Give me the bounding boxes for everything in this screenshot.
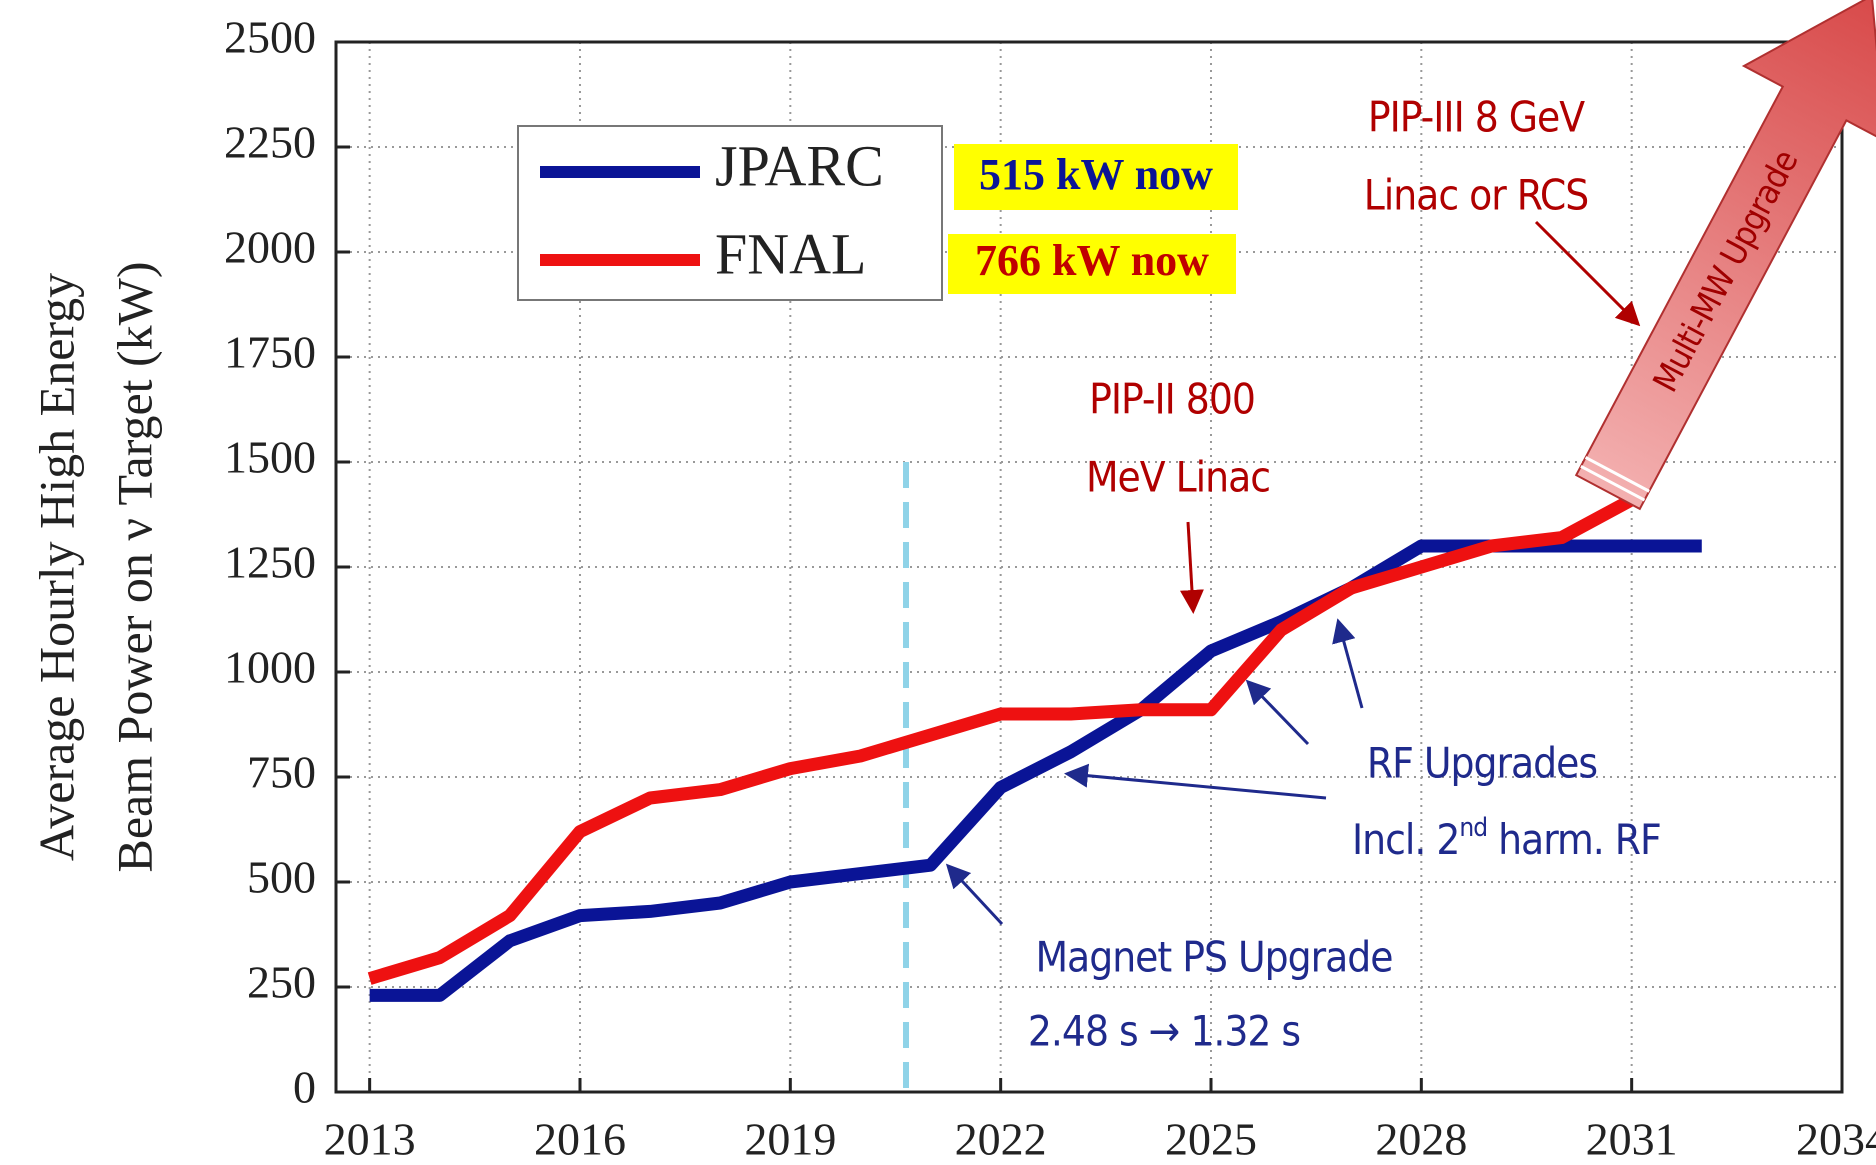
x-tick-label: 2025	[1165, 1114, 1257, 1165]
annotation-sup: nd	[1459, 813, 1487, 843]
y-title-line: Beam Power on ν Target (kW)	[106, 261, 162, 872]
legend-label: FNAL	[715, 221, 866, 286]
x-tick-label: 2016	[534, 1114, 626, 1165]
annotation: PIP-II 800	[1089, 375, 1255, 424]
y-tick-label: 1000	[224, 642, 316, 693]
y-tick-label: 2000	[224, 222, 316, 273]
annotation-arrow	[1534, 220, 1641, 327]
annotation: Incl. 2nd harm. RF	[1352, 813, 1661, 864]
now-label: 515 kW now	[979, 150, 1213, 199]
multi-label: Multi-MW Upgrade	[1645, 144, 1806, 399]
y-tick-label: 250	[247, 957, 316, 1008]
annotation: Linac or RCS	[1364, 171, 1589, 220]
y-tick-label: 1500	[224, 432, 316, 483]
annotation-arrow	[1179, 521, 1204, 614]
legend: JPARC FNAL	[517, 125, 943, 301]
arrow-shape	[1574, 0, 1876, 511]
plot-frame	[334, 40, 1844, 1094]
annotation-part: harm. RF	[1487, 815, 1661, 864]
annotation: Magnet PS Upgrade	[1035, 933, 1392, 982]
annotation-arrow	[1245, 679, 1310, 746]
y-tick-label: 2250	[224, 117, 316, 168]
annotation-arrow	[1064, 763, 1327, 800]
x-tick-label: 2028	[1375, 1114, 1467, 1165]
y-title-line: Average Hourly High Energy	[28, 273, 84, 861]
y-axis-title: Average Hourly High Energy Beam Power on…	[28, 261, 162, 872]
y-tick-label: 0	[293, 1062, 316, 1113]
annotations: PIP-III 8 GeV Linac or RCS PIP-II 800 Me…	[945, 93, 1662, 1056]
legend-label: JPARC	[715, 133, 884, 198]
x-tick-label: 2031	[1586, 1114, 1678, 1165]
x-tick-label: 2022	[955, 1114, 1047, 1165]
annotation-arrow	[945, 863, 1004, 926]
x-tick-label: 2019	[744, 1114, 836, 1165]
multi-mw-arrow: Multi-MW Upgrade	[1574, 0, 1876, 511]
annotation-arrow	[1332, 618, 1364, 709]
arrow-stripe	[1584, 456, 1650, 493]
arrow-stripe	[1580, 464, 1646, 502]
now-box	[948, 234, 1236, 294]
now-box	[954, 144, 1238, 210]
annotation: PIP-III 8 GeV	[1368, 93, 1585, 142]
series-line	[367, 494, 1635, 985]
y-tick-label: 2500	[224, 12, 316, 63]
annotation-part: Incl. 2	[1352, 815, 1459, 864]
legend-box	[517, 125, 943, 301]
annotation: MeV Linac	[1086, 453, 1270, 502]
y-tick-label: 1750	[224, 327, 316, 378]
y-tick-label: 750	[247, 747, 316, 798]
now-label: 766 kW now	[975, 236, 1209, 285]
y-tick-label: 1250	[224, 537, 316, 588]
x-tick-label: 2034	[1796, 1114, 1876, 1165]
y-tick-label: 500	[247, 852, 316, 903]
annotation: RF Upgrades	[1367, 739, 1597, 788]
plot	[367, 462, 1702, 1092]
annotation: 2.48 s → 1.32 s	[1028, 1007, 1300, 1056]
x-tick-label: 2013	[324, 1114, 416, 1165]
